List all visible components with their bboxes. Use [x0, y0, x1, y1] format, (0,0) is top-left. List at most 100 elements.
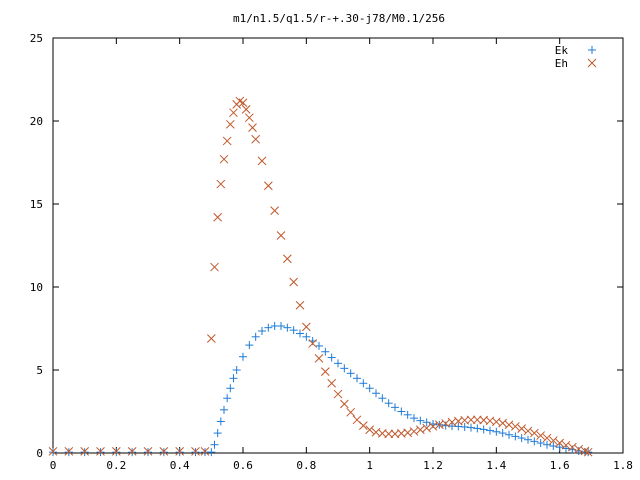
x-tick-label: 1.4: [486, 459, 506, 472]
data-point: [80, 446, 90, 456]
data-point: [257, 156, 267, 166]
data-point: [216, 417, 225, 426]
data-point: [555, 443, 564, 452]
data-point: [365, 425, 375, 435]
data-point: [263, 181, 273, 191]
data-point: [536, 439, 545, 448]
data-point: [524, 435, 532, 444]
data-point: [276, 231, 286, 240]
data-point: [289, 326, 298, 335]
data-point: [517, 434, 526, 443]
data-point: [416, 416, 425, 425]
data-point: [96, 448, 105, 457]
data-point: [555, 438, 565, 448]
data-point: [505, 430, 513, 439]
data-point: [251, 134, 261, 144]
x-tick-label: 1.8: [613, 459, 633, 472]
x-tick-label: 1.2: [423, 459, 443, 472]
data-point: [64, 446, 74, 456]
data-point: [339, 399, 349, 409]
data-point: [511, 432, 520, 441]
data-point: [232, 366, 241, 374]
data-point: [128, 448, 137, 457]
data-point: [251, 332, 260, 341]
data-point: [523, 426, 533, 436]
data-point: [226, 384, 235, 393]
data-point: [467, 423, 475, 432]
data-point: [486, 426, 494, 435]
data-point: [504, 420, 514, 430]
x-tick-label: 0.8: [296, 459, 316, 472]
data-point: [302, 332, 311, 341]
data-point: [391, 403, 399, 412]
y-tick-label: 0: [36, 447, 43, 460]
data-point: [207, 448, 216, 457]
data-point: [327, 378, 337, 388]
data-point: [529, 428, 539, 438]
data-point: [308, 339, 318, 348]
data-point: [80, 448, 89, 457]
data-point: [258, 326, 266, 335]
data-point: [530, 437, 539, 446]
y-tick-label: 10: [30, 281, 43, 294]
data-point: [238, 98, 248, 108]
plot-frame: [52, 37, 624, 454]
data-point: [409, 427, 419, 436]
data-point: [327, 353, 336, 362]
data-point: [220, 405, 228, 414]
x-tick-label: 0: [50, 459, 57, 472]
data-point: [473, 424, 482, 433]
data-point: [358, 421, 368, 430]
series-eh: [48, 96, 593, 457]
data-point: [229, 374, 238, 383]
y-tick-label: 25: [30, 32, 43, 45]
data-point: [48, 446, 58, 456]
data-point: [239, 352, 247, 361]
data-point: [206, 334, 216, 343]
data-point: [510, 422, 520, 431]
x-tick-label: 0.2: [106, 459, 126, 472]
data-point: [378, 394, 387, 403]
data-point: [410, 414, 418, 423]
data-point: [264, 323, 273, 332]
x-tick-label: 0.4: [170, 459, 190, 472]
data-point: [283, 323, 292, 332]
data-point: [372, 389, 380, 398]
data-point: [583, 447, 593, 457]
data-point: [315, 341, 323, 350]
data-point: [159, 448, 168, 457]
data-point: [225, 119, 235, 129]
y-axis: 0 5 10 15 20 25: [30, 32, 623, 460]
data-point: [384, 399, 393, 408]
data-point: [277, 322, 285, 331]
data-point: [289, 277, 299, 287]
data-point: [270, 206, 280, 215]
data-point: [213, 429, 222, 438]
data-point: [517, 424, 527, 433]
data-point: [282, 254, 292, 264]
data-point: [466, 415, 476, 425]
data-point: [229, 108, 238, 118]
data-point: [340, 364, 349, 373]
data-point: [49, 448, 57, 457]
data-point: [191, 448, 200, 457]
data-point: [314, 354, 324, 363]
data-point: [574, 444, 584, 454]
data-point: [64, 448, 73, 457]
data-point: [143, 446, 153, 456]
data-point: [403, 410, 412, 419]
data-point: [175, 448, 184, 457]
data-point: [321, 347, 330, 356]
data-point: [245, 341, 254, 350]
data-point: [346, 369, 355, 378]
data-point: [580, 446, 590, 456]
data-point: [301, 322, 311, 332]
data-point: [175, 446, 185, 456]
series-ek: [49, 322, 593, 457]
data-point: [498, 418, 508, 428]
data-point: [144, 448, 152, 457]
data-point: [235, 96, 245, 106]
data-point: [96, 446, 105, 456]
data-point: [159, 446, 169, 456]
